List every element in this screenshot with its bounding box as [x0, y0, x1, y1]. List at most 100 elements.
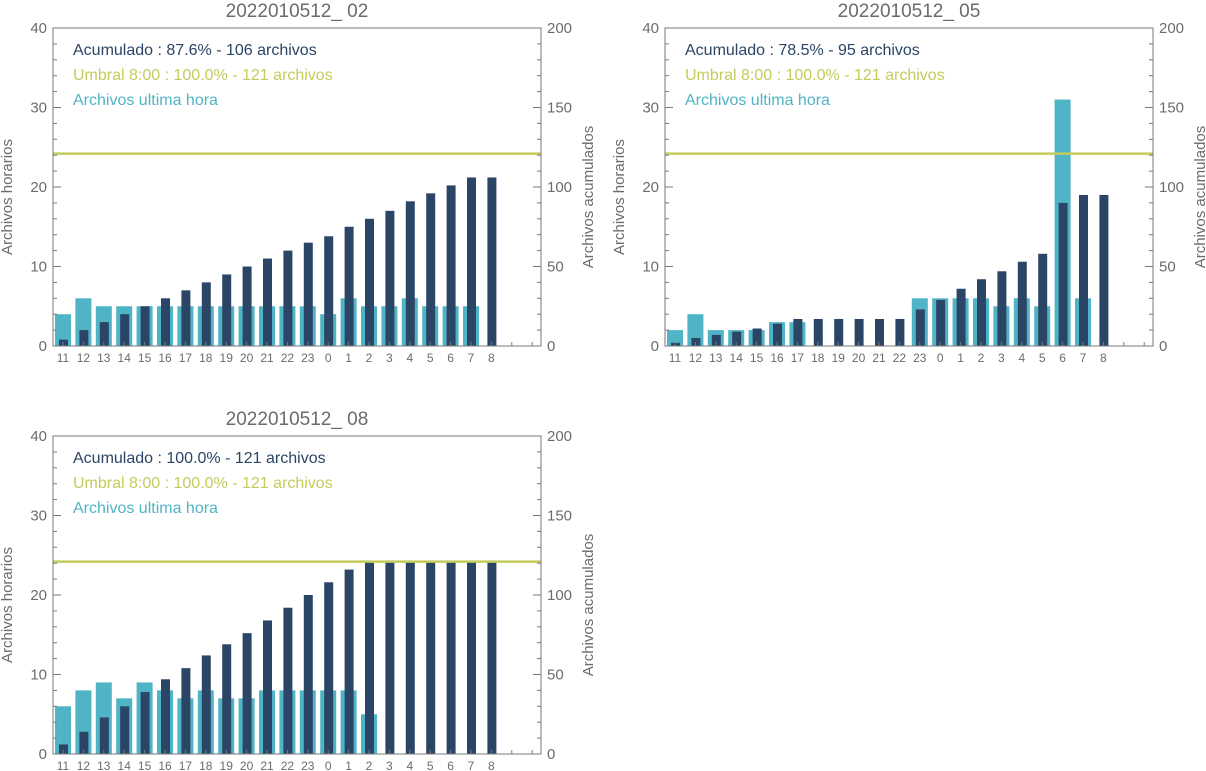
bar-cumulative-21	[263, 620, 272, 754]
legend-threshold: Umbral 8:00 : 100.0% - 121 archivos	[73, 475, 333, 492]
x-tick-label: 15	[750, 351, 764, 365]
x-tick-label: 12	[77, 351, 91, 365]
y2-tick-label: 150	[1159, 100, 1184, 117]
y-tick-label: 30	[30, 100, 47, 117]
x-tick-label: 3	[998, 351, 1005, 365]
chart-title: 2022010512_ 08	[226, 409, 369, 430]
x-tick-label: 8	[488, 351, 495, 365]
bar-cumulative-5	[1038, 253, 1048, 346]
y-axis-title: Archivos horarios	[611, 139, 628, 255]
bar-cumulative-3	[997, 271, 1007, 346]
bar-cumulative-21	[875, 318, 884, 346]
bar-cumulative-17	[793, 318, 803, 346]
bar-cumulative-13	[99, 322, 109, 346]
x-tick-label: 22	[893, 351, 907, 365]
bar-hourly-11	[55, 314, 71, 346]
y-tick-label: 40	[30, 20, 47, 37]
bar-cumulative-8	[487, 177, 497, 346]
bar-cumulative-23	[915, 309, 925, 346]
x-tick-label: 22	[281, 759, 295, 771]
x-tick-label: 16	[158, 351, 172, 365]
bar-cumulative-8	[487, 561, 497, 754]
x-tick-label: 23	[913, 351, 927, 365]
bar-cumulative-4	[405, 561, 415, 754]
x-tick-label: 18	[199, 351, 213, 365]
bar-cumulative-19	[222, 644, 232, 754]
x-tick-label: 21	[260, 351, 274, 365]
y2-tick-label: 150	[547, 508, 572, 525]
x-tick-label: 20	[852, 351, 866, 365]
x-tick-label: 15	[138, 759, 152, 771]
legend-cumulative: Acumulado : 78.5% - 95 archivos	[685, 42, 920, 59]
y-tick-label: 0	[39, 746, 47, 763]
bar-cumulative-18	[201, 282, 211, 346]
x-tick-label: 0	[937, 351, 944, 365]
x-tick-label: 5	[427, 759, 434, 771]
y2-tick-label: 200	[547, 428, 572, 445]
y2-axis-title: Archivos acumulados	[1192, 126, 1206, 269]
bar-cumulative-13	[711, 334, 721, 346]
legend-threshold: Umbral 8:00 : 100.0% - 121 archivos	[73, 67, 333, 84]
y2-tick-label: 100	[1159, 179, 1184, 196]
x-tick-label: 1	[345, 351, 352, 365]
x-tick-label: 6	[447, 759, 454, 771]
x-tick-label: 5	[427, 351, 434, 365]
bar-cumulative-20	[242, 266, 252, 346]
legend-threshold: Umbral 8:00 : 100.0% - 121 archivos	[685, 67, 945, 84]
x-tick-label: 22	[281, 351, 295, 365]
x-tick-label: 0	[325, 759, 332, 771]
x-tick-label: 14	[118, 759, 132, 771]
y2-axis-title: Archivos acumulados	[580, 534, 597, 677]
x-tick-label: 2	[366, 759, 373, 771]
x-tick-label: 6	[1059, 351, 1066, 365]
bar-cumulative-15	[140, 691, 150, 754]
bar-cumulative-20	[854, 318, 864, 346]
x-tick-label: 7	[1080, 351, 1087, 365]
y-tick-label: 10	[30, 259, 47, 276]
bar-cumulative-7	[1079, 194, 1088, 346]
bar-cumulative-22	[283, 607, 293, 754]
chart-title: 2022010512_ 02	[226, 1, 369, 22]
y-tick-label: 20	[30, 587, 47, 604]
y-tick-label: 0	[39, 338, 47, 355]
bar-cumulative-14	[120, 706, 130, 754]
x-tick-label: 19	[220, 351, 234, 365]
x-tick-label: 4	[406, 759, 413, 771]
x-tick-label: 5	[1039, 351, 1046, 365]
x-tick-label: 11	[57, 351, 70, 365]
bar-cumulative-6	[446, 561, 456, 754]
y-tick-label: 30	[30, 508, 47, 525]
x-tick-label: 20	[240, 759, 254, 771]
bar-cumulative-8	[1099, 194, 1109, 346]
x-tick-label: 18	[199, 759, 213, 771]
y2-tick-label: 200	[547, 20, 572, 37]
bar-hourly-11	[667, 330, 683, 346]
bar-cumulative-20	[242, 633, 252, 754]
bar-cumulative-2	[977, 279, 986, 346]
bar-cumulative-19	[222, 274, 232, 346]
y-tick-label: 40	[642, 20, 659, 37]
bar-cumulative-15	[140, 306, 150, 346]
x-tick-label: 16	[770, 351, 784, 365]
y-axis-title: Archivos horarios	[0, 139, 16, 255]
x-tick-label: 21	[260, 759, 274, 771]
x-tick-label: 12	[689, 351, 703, 365]
legend-hourly: Archivos ultima hora	[73, 500, 218, 517]
x-tick-label: 21	[872, 351, 886, 365]
bar-cumulative-2	[365, 218, 374, 346]
legend-cumulative: Acumulado : 87.6% - 106 archivos	[73, 42, 317, 59]
x-tick-label: 7	[468, 351, 475, 365]
x-tick-label: 13	[97, 351, 111, 365]
bar-cumulative-18	[201, 655, 211, 754]
y-axis-title: Archivos horarios	[0, 547, 16, 663]
bar-cumulative-17	[181, 290, 191, 346]
bar-cumulative-23	[303, 595, 313, 754]
x-tick-label: 4	[1018, 351, 1025, 365]
y2-axis-title: Archivos acumulados	[580, 126, 597, 269]
x-tick-label: 12	[77, 759, 91, 771]
bar-cumulative-5	[426, 193, 436, 346]
bar-cumulative-12	[79, 330, 89, 346]
bar-cumulative-14	[732, 331, 742, 346]
x-tick-label: 17	[791, 351, 805, 365]
x-tick-label: 17	[179, 351, 193, 365]
